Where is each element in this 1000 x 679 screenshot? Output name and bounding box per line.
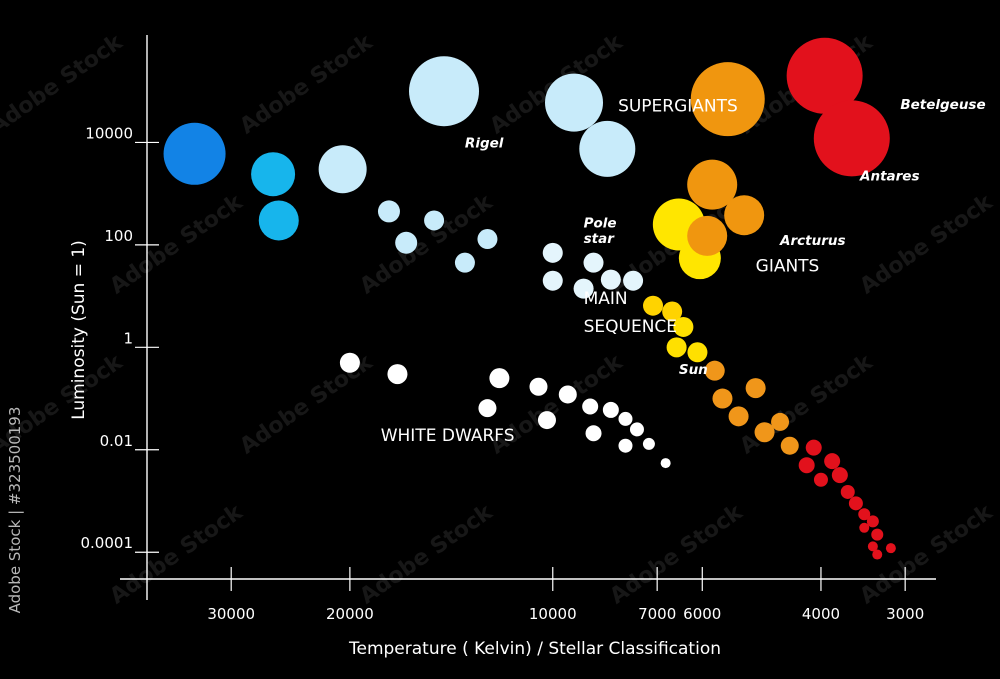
star-point xyxy=(258,200,299,241)
star-name-label: Sun xyxy=(679,362,708,378)
x-tick-label: 30000 xyxy=(207,605,255,623)
star-point xyxy=(542,242,563,263)
group-label: WHITE DWARFS xyxy=(381,426,515,446)
star-point xyxy=(318,145,367,194)
star-point xyxy=(643,295,664,316)
x-tick-label: 4000 xyxy=(802,605,840,623)
star-point xyxy=(585,425,602,442)
star-point xyxy=(558,385,577,404)
star-point xyxy=(478,399,497,418)
star-point xyxy=(489,368,510,389)
star-point xyxy=(687,342,708,363)
star-point xyxy=(848,496,863,511)
y-tick-label: 0.01 xyxy=(100,432,133,450)
x-tick-label: 20000 xyxy=(326,605,374,623)
stock-credit: Adobe Stock | #323500193 xyxy=(6,407,24,614)
star-point xyxy=(537,411,556,430)
star-point xyxy=(529,377,548,396)
star-name-label: Rigel xyxy=(465,135,504,151)
y-tick-label: 1 xyxy=(123,329,133,347)
star-point xyxy=(813,472,828,487)
star-point xyxy=(798,457,815,474)
x-tick-label: 10000 xyxy=(529,605,577,623)
y-tick-label: 100 xyxy=(104,227,133,245)
star-point xyxy=(579,120,636,177)
star-point xyxy=(831,467,848,484)
star-point xyxy=(690,62,765,137)
star-point xyxy=(754,422,775,443)
star-point xyxy=(673,316,694,337)
star-point xyxy=(805,439,822,456)
star-point xyxy=(687,159,738,210)
star-point xyxy=(745,378,766,399)
star-point xyxy=(573,278,594,299)
ticks: 30000 20000 10000 7000 6000 4000 3000 10000 100 1… xyxy=(81,124,925,623)
star-point xyxy=(872,549,883,560)
star-point xyxy=(623,270,644,291)
star-point xyxy=(424,210,445,231)
y-axis-title: Luminosity (Sun = 1) xyxy=(69,240,89,420)
star-point xyxy=(629,422,644,437)
star-point xyxy=(662,301,683,322)
y-tick-label: 0.0001 xyxy=(81,534,134,552)
star-point xyxy=(583,252,604,273)
star-point xyxy=(251,152,296,197)
axes xyxy=(120,35,936,600)
group-label: SUPERGIANTS xyxy=(618,97,738,117)
star-point xyxy=(377,200,400,223)
star-name-label: Antares xyxy=(859,169,919,185)
star-point xyxy=(545,73,604,132)
star-point xyxy=(840,484,855,499)
star-name-label: Betelgeuse xyxy=(900,97,985,113)
star-point xyxy=(724,195,765,236)
star-point xyxy=(867,541,878,552)
star-point xyxy=(858,508,871,521)
annotations: SUPERGIANTS GIANTS MAIN SEQUENCE WHITE DWARF… xyxy=(381,97,986,446)
star-point xyxy=(859,522,870,533)
star-point xyxy=(771,412,790,431)
star-point xyxy=(642,437,655,450)
star-point xyxy=(824,453,841,470)
x-tick-label: 7000 xyxy=(638,605,676,623)
group-label: SEQUENCE xyxy=(584,317,677,337)
star-point xyxy=(728,406,749,427)
x-tick-label: 6000 xyxy=(683,605,721,623)
star-point xyxy=(660,458,671,469)
star-name-label: Arcturus xyxy=(779,233,845,249)
star-point xyxy=(454,252,475,273)
star-point xyxy=(704,360,725,381)
x-tick-label: 3000 xyxy=(886,605,924,623)
star-points xyxy=(163,37,896,560)
star-point xyxy=(871,528,884,541)
star-point xyxy=(339,352,360,373)
star-point xyxy=(163,122,226,185)
star-name-label: Pole xyxy=(584,215,617,231)
group-label: GIANTS xyxy=(756,257,820,277)
star-point xyxy=(712,388,733,409)
star-point xyxy=(618,438,633,453)
star-point xyxy=(477,229,498,250)
star-point xyxy=(687,215,728,256)
star-point xyxy=(813,100,890,177)
star-point xyxy=(582,398,599,415)
star-point xyxy=(618,411,633,426)
group-label: MAIN xyxy=(584,289,628,309)
star-point xyxy=(409,56,480,127)
star-point xyxy=(600,269,621,290)
y-tick-label: 10000 xyxy=(85,124,133,142)
star-point xyxy=(866,515,879,528)
star-point xyxy=(387,364,408,385)
star-name-label: star xyxy=(584,231,616,247)
star-point xyxy=(786,37,863,114)
star-point xyxy=(780,436,799,455)
star-point xyxy=(602,401,619,418)
star-point xyxy=(666,337,687,358)
star-point xyxy=(542,270,563,291)
x-axis-title: Temperature ( Kelvin) / Stellar Classifi… xyxy=(348,639,721,659)
star-point xyxy=(395,231,418,254)
star-point xyxy=(885,543,896,554)
